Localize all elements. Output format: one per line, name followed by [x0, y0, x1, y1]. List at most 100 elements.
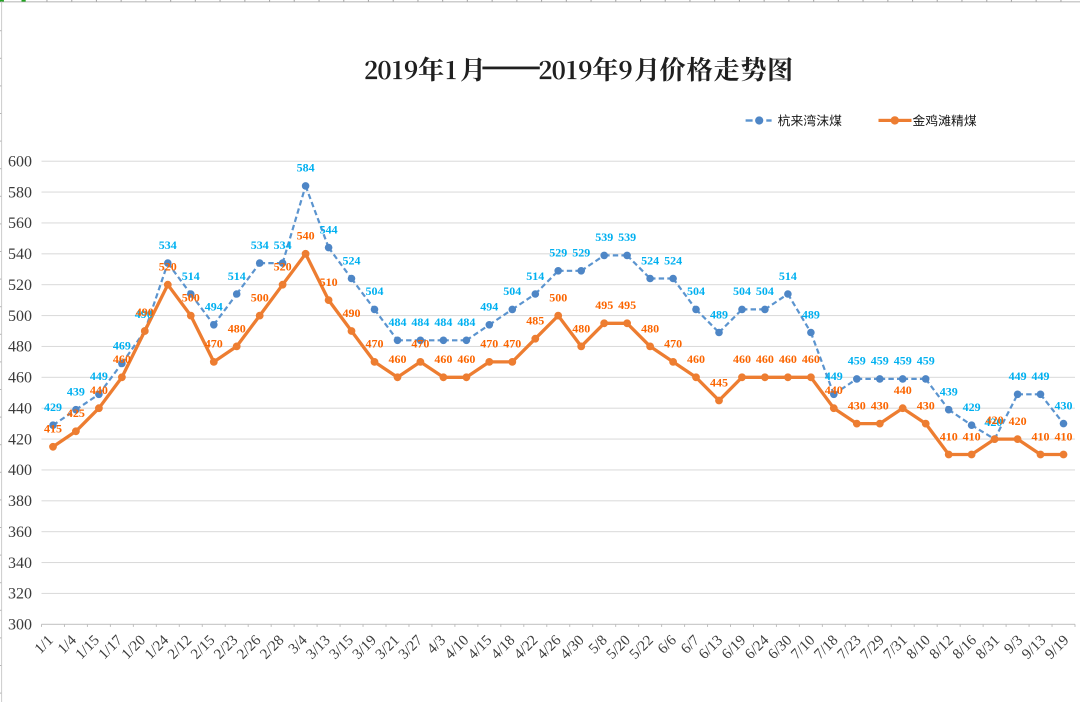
svg-text:489: 489 [710, 307, 728, 321]
svg-text:449: 449 [825, 369, 843, 383]
svg-text:489: 489 [802, 307, 820, 321]
svg-text:520: 520 [274, 260, 292, 274]
svg-text:534: 534 [159, 238, 177, 252]
svg-text:584: 584 [297, 161, 315, 175]
svg-text:520: 520 [159, 260, 177, 274]
svg-text:524: 524 [343, 253, 361, 267]
svg-text:460: 460 [8, 370, 32, 387]
svg-text:600: 600 [8, 153, 32, 170]
svg-text:440: 440 [894, 383, 912, 397]
svg-text:490: 490 [135, 307, 153, 321]
svg-text:540: 540 [297, 229, 315, 243]
svg-text:494: 494 [480, 300, 498, 314]
svg-text:449: 449 [90, 369, 108, 383]
svg-text:459: 459 [894, 354, 912, 368]
svg-text:420: 420 [1009, 414, 1027, 428]
svg-text:439: 439 [940, 385, 958, 399]
svg-text:460: 460 [457, 352, 475, 366]
svg-text:514: 514 [228, 269, 246, 283]
svg-text:539: 539 [595, 230, 613, 244]
svg-text:514: 514 [182, 269, 200, 283]
svg-text:500: 500 [251, 290, 269, 304]
svg-text:460: 460 [779, 352, 797, 366]
svg-text:539: 539 [618, 230, 636, 244]
svg-text:540: 540 [8, 246, 32, 263]
svg-text:380: 380 [8, 493, 32, 510]
svg-text:494: 494 [205, 300, 223, 314]
svg-text:360: 360 [8, 524, 32, 541]
svg-text:500: 500 [182, 290, 200, 304]
svg-text:400: 400 [8, 462, 32, 479]
svg-text:410: 410 [940, 429, 958, 443]
svg-text:484: 484 [457, 315, 475, 329]
svg-text:449: 449 [1032, 369, 1050, 383]
svg-text:420: 420 [984, 415, 1002, 429]
svg-text:484: 484 [434, 315, 452, 329]
svg-text:440: 440 [8, 400, 32, 417]
svg-text:490: 490 [343, 306, 361, 320]
svg-text:529: 529 [549, 246, 567, 260]
svg-text:415: 415 [44, 422, 62, 436]
svg-text:520: 520 [8, 277, 32, 294]
svg-text:490: 490 [136, 305, 154, 319]
svg-text:470: 470 [366, 337, 384, 351]
svg-text:504: 504 [733, 284, 751, 298]
svg-text:470: 470 [664, 337, 682, 351]
svg-text:470: 470 [205, 337, 223, 351]
svg-text:560: 560 [8, 215, 32, 232]
svg-text:470: 470 [503, 337, 521, 351]
svg-text:500: 500 [8, 308, 32, 325]
svg-text:510: 510 [320, 275, 338, 289]
svg-text:410: 410 [1055, 429, 1073, 443]
svg-text:460: 460 [113, 352, 131, 366]
svg-text:459: 459 [848, 354, 866, 368]
svg-text:430: 430 [1055, 399, 1073, 413]
svg-text:430: 430 [917, 399, 935, 413]
svg-text:500: 500 [549, 290, 567, 304]
svg-text:484: 484 [411, 315, 429, 329]
svg-text:440: 440 [90, 383, 108, 397]
svg-text:484: 484 [389, 315, 407, 329]
svg-text:544: 544 [320, 223, 338, 237]
svg-text:480: 480 [572, 321, 590, 335]
svg-text:524: 524 [664, 253, 682, 267]
svg-text:459: 459 [871, 354, 889, 368]
svg-text:320: 320 [8, 586, 32, 603]
svg-text:420: 420 [986, 413, 1004, 427]
svg-text:534: 534 [274, 238, 292, 252]
svg-text:504: 504 [503, 284, 521, 298]
svg-text:480: 480 [8, 339, 32, 356]
svg-text:420: 420 [8, 431, 32, 448]
svg-text:504: 504 [687, 284, 705, 298]
svg-text:460: 460 [756, 352, 774, 366]
svg-text:514: 514 [526, 269, 544, 283]
svg-text:430: 430 [871, 399, 889, 413]
svg-text:439: 439 [67, 385, 85, 399]
svg-text:425: 425 [67, 406, 85, 420]
svg-text:340: 340 [8, 555, 32, 572]
svg-text:495: 495 [595, 298, 613, 312]
svg-text:470: 470 [411, 337, 429, 351]
svg-text:440: 440 [825, 383, 843, 397]
svg-text:485: 485 [526, 314, 544, 328]
svg-text:300: 300 [8, 617, 32, 634]
svg-text:449: 449 [1009, 369, 1027, 383]
svg-text:459: 459 [917, 354, 935, 368]
svg-text:430: 430 [848, 399, 866, 413]
svg-text:460: 460 [434, 352, 452, 366]
svg-text:429: 429 [963, 400, 981, 414]
svg-text:480: 480 [228, 321, 246, 335]
svg-text:445: 445 [710, 375, 728, 389]
svg-text:480: 480 [641, 321, 659, 335]
svg-text:429: 429 [44, 400, 62, 414]
svg-text:529: 529 [572, 246, 590, 260]
svg-text:460: 460 [687, 352, 705, 366]
svg-text:460: 460 [733, 352, 751, 366]
svg-text:460: 460 [802, 352, 820, 366]
svg-text:410: 410 [963, 429, 981, 443]
svg-text:470: 470 [480, 337, 498, 351]
svg-text:504: 504 [366, 284, 384, 298]
svg-text:495: 495 [618, 298, 636, 312]
svg-text:514: 514 [779, 269, 797, 283]
svg-text:580: 580 [8, 184, 32, 201]
